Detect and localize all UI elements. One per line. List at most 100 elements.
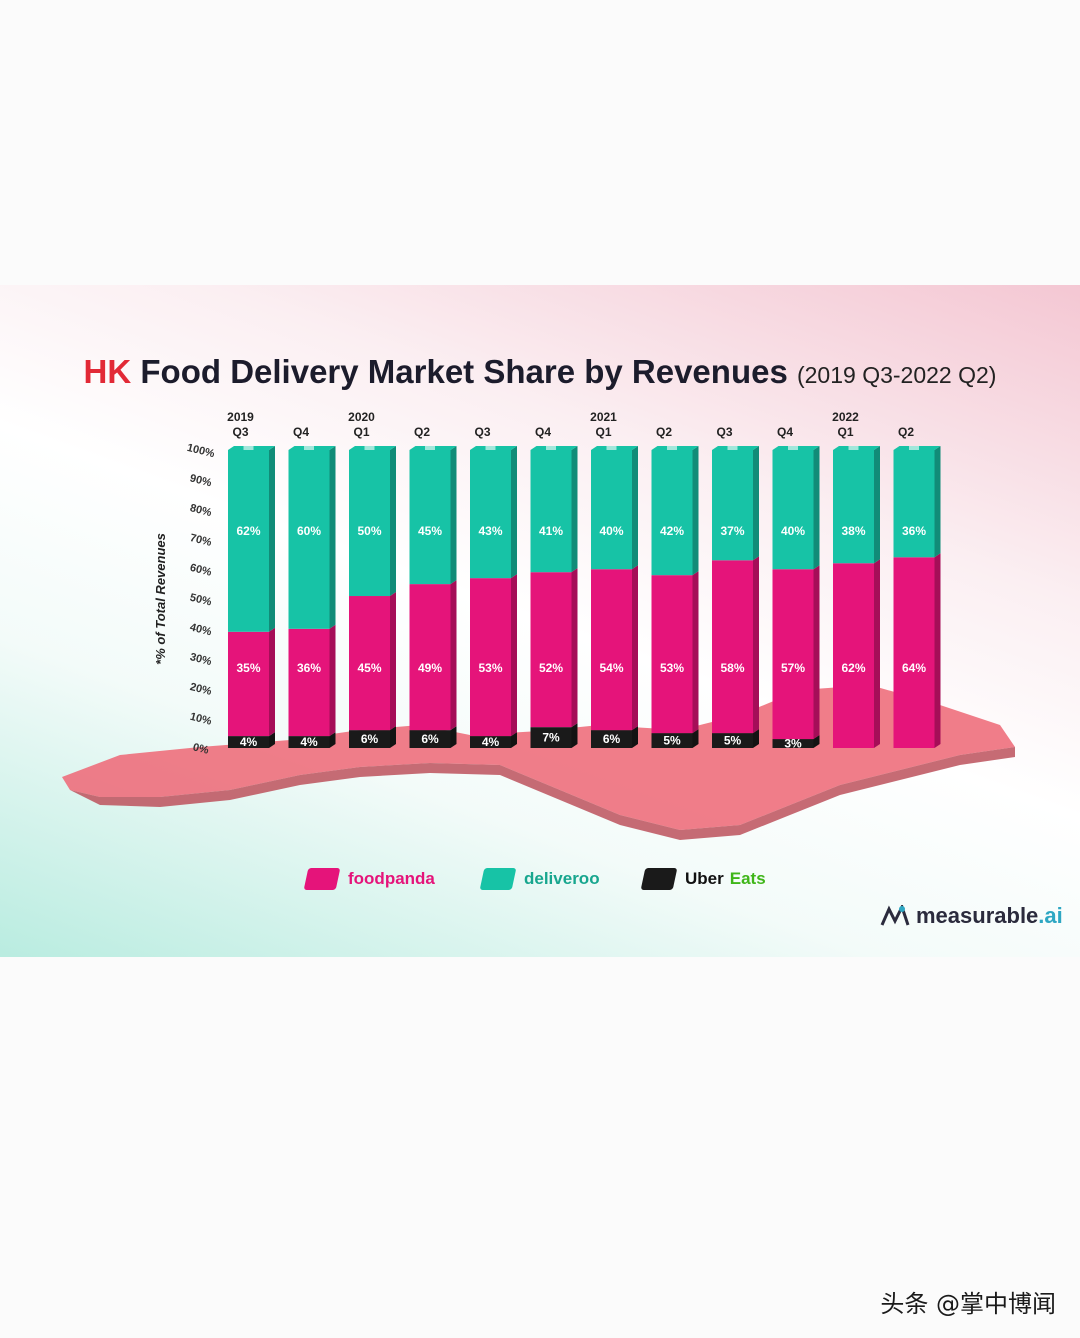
stacked-bar-chart: 0% 10% 20% 30% 40% 50% 60% 70% 80% 90% 100% *% of T… [62, 410, 1015, 840]
bar-segment-uber [530, 727, 572, 748]
bar-top-marker [304, 446, 314, 450]
bar-top-marker [364, 446, 375, 450]
y-tick-label: 70% [189, 532, 213, 549]
x-quarter-label: Q4 [777, 425, 793, 439]
bar-side-uber [813, 735, 820, 748]
bar-segment-foodpanda [893, 557, 935, 748]
bar-side-uber [753, 729, 759, 748]
x-quarter-label: Q3 [232, 425, 248, 439]
data-label-deliveroo: 36% [902, 524, 926, 538]
bar-side-uber [511, 732, 517, 748]
y-tick-label: 30% [189, 651, 213, 668]
bar-side-foodpanda [571, 568, 578, 728]
bar-column: Q3 4% 53% 43% [470, 425, 517, 749]
bar-segment-foodpanda [712, 560, 753, 734]
legend-label: foodpanda [348, 869, 435, 888]
y-tick-label: 60% [189, 562, 213, 579]
data-label-foodpanda: 54% [599, 661, 623, 675]
data-label-uber: 5% [663, 734, 681, 748]
x-quarter-label: Q2 [656, 425, 672, 439]
bar-segment-deliveroo [591, 450, 632, 570]
data-label-uber: 4% [482, 735, 500, 749]
bar-top-marker [546, 446, 556, 450]
bar-side-uber [450, 726, 457, 748]
data-label-deliveroo: 50% [357, 524, 381, 538]
bar-side-foodpanda [511, 574, 517, 737]
bar-segment-foodpanda [772, 569, 814, 740]
bar-top-marker [606, 446, 617, 450]
x-quarter-label: Q3 [716, 425, 732, 439]
bar-side-deliveroo [329, 446, 336, 629]
bar-segment-foodpanda [591, 569, 632, 731]
data-label-uber: 6% [603, 732, 621, 746]
data-label-deliveroo: 37% [720, 524, 744, 538]
data-label-uber: 4% [240, 735, 258, 749]
data-label-uber: 3% [784, 737, 802, 751]
data-label-deliveroo: 60% [297, 524, 321, 538]
data-label-foodpanda: 58% [720, 661, 744, 675]
bar-side-foodpanda [390, 592, 396, 731]
bar-segment-uber [591, 730, 632, 748]
bar-side-deliveroo [390, 446, 396, 597]
legend-item-foodpanda: foodpanda [303, 868, 435, 890]
data-label-foodpanda: 49% [418, 661, 442, 675]
bar-side-uber [269, 732, 275, 748]
bar-side-foodpanda [934, 553, 941, 748]
legend-label: Eats [729, 869, 766, 888]
bar-side-foodpanda [874, 559, 880, 748]
bar-segment-deliveroo [651, 450, 693, 576]
bar-side-foodpanda [632, 565, 638, 731]
data-label-deliveroo: 62% [236, 524, 260, 538]
bar-side-deliveroo [450, 446, 457, 585]
bar-top-marker [667, 446, 677, 450]
bar-column: Q4 4% 36% 60% [288, 425, 336, 749]
x-quarter-label: Q3 [474, 425, 490, 439]
bar-column: Q2 64% 36% [893, 425, 941, 748]
bar-side-deliveroo [934, 446, 941, 558]
bar-side-foodpanda [753, 556, 759, 734]
data-label-foodpanda: 64% [902, 661, 926, 675]
bar-segment-foodpanda [228, 631, 269, 737]
x-year-label: 2021 [590, 410, 617, 424]
data-label-uber: 5% [724, 734, 742, 748]
x-quarter-label: Q2 [898, 425, 914, 439]
bar-segment-uber [288, 736, 330, 748]
bar-segment-foodpanda [288, 628, 330, 737]
data-label-foodpanda: 57% [781, 661, 805, 675]
bar-segment-uber [470, 736, 511, 748]
y-tick-label: 100% [186, 442, 216, 461]
bar-segment-deliveroo [228, 450, 269, 632]
bar-top-marker [243, 446, 254, 450]
deliveroo-box-icon [479, 868, 517, 890]
bar-segment-deliveroo [893, 450, 935, 558]
bar-segment-foodpanda [349, 596, 390, 731]
x-quarter-label: Q4 [293, 425, 309, 439]
bar-side-deliveroo [813, 446, 820, 570]
bar-column: Q4 7% 52% 41% [530, 425, 578, 748]
y-tick-label: 90% [189, 472, 213, 489]
data-label-foodpanda: 45% [357, 661, 381, 675]
bar-side-foodpanda [692, 571, 699, 734]
measurable-logo: measurable.ai [880, 903, 1063, 929]
bar-segment-uber [772, 739, 814, 748]
bar-segment-uber [349, 730, 390, 748]
legend-item-deliveroo: deliveroo [479, 868, 600, 890]
data-label-uber: 7% [542, 731, 560, 745]
title-main: Food Delivery Market Share by Revenues [140, 353, 788, 390]
y-tick-label: 80% [189, 502, 213, 519]
data-label-deliveroo: 43% [478, 524, 502, 538]
bar-segment-deliveroo [833, 450, 874, 564]
y-axis-label: *% of Total Revenues [153, 533, 168, 665]
bar-top-marker [848, 446, 859, 450]
bar-side-uber [692, 729, 699, 748]
logo-name: measurable [916, 903, 1039, 928]
bar-side-foodpanda [813, 565, 820, 740]
bar-side-uber [390, 726, 396, 748]
data-label-deliveroo: 41% [539, 524, 563, 538]
bar-top-marker [425, 446, 435, 450]
bar-column: Q2 5% 53% 42% [651, 425, 699, 748]
y-tick-label: 10% [189, 711, 213, 728]
y-tick-label: 40% [189, 621, 213, 638]
